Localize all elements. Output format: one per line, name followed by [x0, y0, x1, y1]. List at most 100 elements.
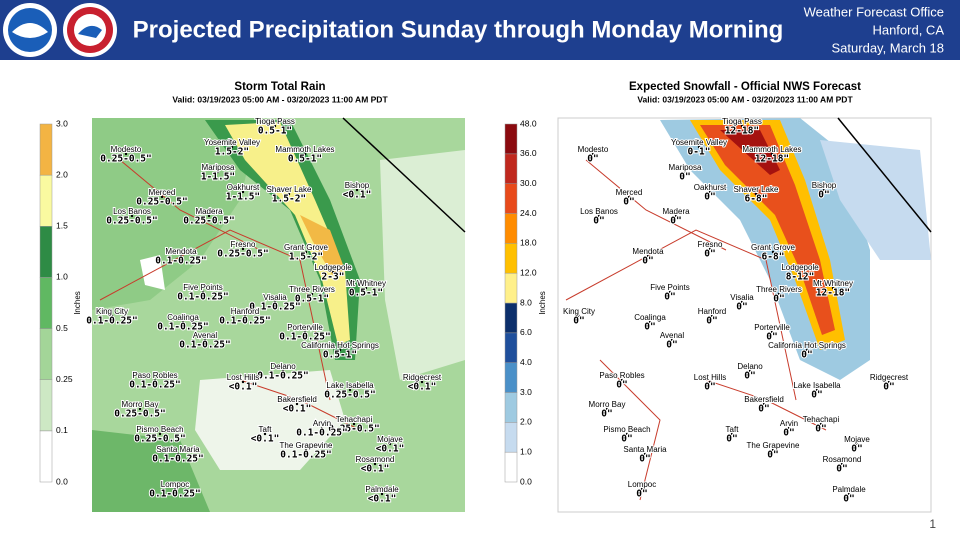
town-dot	[303, 152, 307, 156]
town-value: 1-1.5"	[201, 172, 235, 183]
town-value: 0.25-0.5"	[324, 390, 375, 401]
town-dot	[110, 314, 114, 318]
town-dot	[320, 426, 324, 430]
town-dot	[787, 426, 791, 430]
town-value: 0.5-1"	[323, 350, 357, 361]
office-line: Weather Forecast Office	[804, 4, 944, 19]
colorbar-band	[504, 213, 518, 244]
town-value: 0"	[766, 332, 777, 343]
colorbar-band	[39, 174, 53, 227]
town-value: 0.5-1"	[295, 294, 329, 305]
town-name: Paso Robles	[132, 371, 177, 380]
town-name: Hanford	[698, 307, 726, 316]
town-value: 0"	[783, 428, 794, 439]
town-value: 0.1-0.25"	[152, 454, 203, 465]
town-dot	[241, 380, 245, 384]
town-dot	[643, 452, 647, 456]
colorbar-band	[39, 430, 53, 483]
town-value: 0.5-1"	[258, 126, 292, 137]
town-dot	[708, 380, 712, 384]
town-value: 0.1-0.25"	[129, 380, 180, 391]
town-name: Lompoc	[628, 480, 656, 489]
town-value: 0.25-0.5"	[134, 434, 185, 445]
town-value: 0"	[815, 424, 826, 435]
town-name: Mariposa	[202, 163, 235, 172]
town-dot	[648, 320, 652, 324]
town-name: Avenal	[660, 331, 685, 340]
town-dot	[855, 442, 859, 446]
town-value: 0.25-0.5"	[328, 424, 379, 435]
town-value: 0"	[636, 489, 647, 500]
town-value: 0"	[767, 450, 778, 461]
town-dot	[241, 247, 245, 251]
town-dot	[153, 378, 157, 382]
town-dot	[777, 292, 781, 296]
colorbar-label: 30.0	[520, 178, 537, 188]
town-dot	[770, 152, 774, 156]
town-name: Madera	[195, 207, 223, 216]
town-value: 0"	[587, 154, 598, 165]
town-dot	[243, 314, 247, 318]
town-dot	[207, 214, 211, 218]
town-dot	[627, 195, 631, 199]
town-value: 0"	[621, 434, 632, 445]
town-dot	[831, 286, 835, 290]
colorbar-unit: Inches	[538, 291, 547, 315]
town-dot	[295, 402, 299, 406]
colorbar-band	[504, 451, 518, 483]
town-value: 0"	[601, 409, 612, 420]
town-name: California Hot Springs	[768, 341, 846, 350]
town-name: The Grapevine	[747, 441, 800, 450]
town-name: Taft	[726, 425, 740, 434]
nws-logo	[63, 3, 117, 57]
map-title: Storm Total Rain	[234, 81, 325, 93]
town-name: Lodgepole	[781, 263, 819, 272]
town-name: Fresno	[698, 240, 723, 249]
town-value: 0.5-1"	[288, 154, 322, 165]
office-line: Hanford, CA	[872, 22, 944, 37]
town-dot	[310, 292, 314, 296]
colorbar-band	[39, 277, 53, 329]
town-dot	[625, 432, 629, 436]
town-name: Three Rivers	[289, 285, 335, 294]
town-name: Shaver Lake	[267, 185, 312, 194]
town-value: <0.1"	[368, 494, 397, 505]
town-dot	[819, 422, 823, 426]
town-name: Pismo Beach	[603, 425, 650, 434]
town-value: 0.1-0.25"	[257, 371, 308, 382]
colorbar-band	[504, 422, 518, 453]
town-value: 8-12"	[786, 272, 815, 283]
town-dot	[201, 290, 205, 294]
town-dot	[605, 407, 609, 411]
town-dot	[740, 300, 744, 304]
town-value: <0.1"	[343, 190, 372, 201]
town-value: 0"	[670, 216, 681, 227]
town-value: <0.1"	[251, 434, 280, 445]
colorbar-band	[39, 328, 53, 380]
map-valid: Valid: 03/19/2023 05:00 AM - 03/20/2023 …	[637, 94, 853, 104]
town-value: 0.1-0.25"	[279, 332, 330, 343]
colorbar-label: 1.5	[56, 221, 68, 231]
town-name: Five Points	[650, 283, 690, 292]
town-dot	[216, 170, 220, 174]
town-name: Modesto	[111, 145, 142, 154]
town-name: Santa Maria	[623, 445, 667, 454]
office-line: Saturday, March 18	[832, 40, 944, 55]
town-name: Oakhurst	[694, 183, 727, 192]
town-value: 12-18"	[816, 288, 850, 299]
town-dot	[263, 432, 267, 436]
colorbar-label: 0.0	[520, 476, 532, 486]
town-dot	[591, 152, 595, 156]
town-name: Ridgecrest	[403, 373, 442, 382]
town-value: 0.1-0.25"	[249, 302, 300, 313]
town-dot	[710, 314, 714, 318]
town-name: Grant Grove	[284, 243, 329, 252]
town-name: Mendota	[165, 247, 197, 256]
town-value: 1.5-2"	[289, 252, 323, 263]
town-name: Taft	[259, 425, 273, 434]
colorbar-band	[504, 183, 518, 214]
colorbar-band	[39, 123, 53, 176]
colorbar-label: 4.0	[520, 357, 532, 367]
town-value: 0.1-0.25"	[157, 322, 208, 333]
town-name: Five Points	[183, 283, 223, 292]
